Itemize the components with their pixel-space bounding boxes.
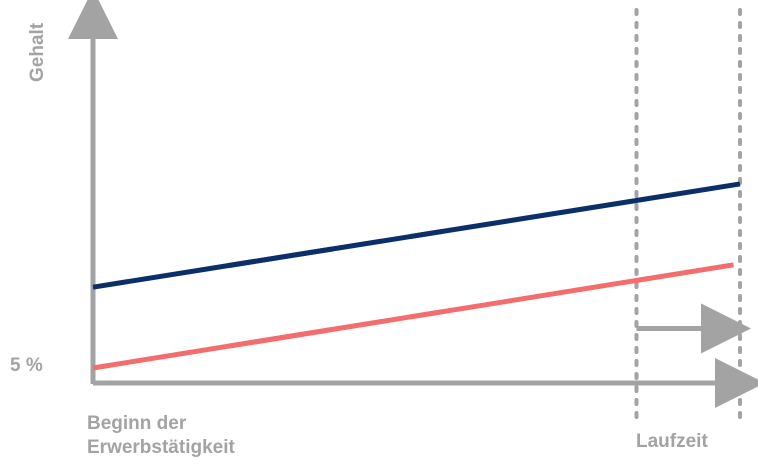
y-tick-label: 5 % [10,355,43,376]
x-start-label-line-2: Erwerbstätigkeit [87,437,235,458]
series-2-segment-3 [409,262,734,320]
series-1-segment-2 [228,228,443,268]
x-start-label: Beginn der Erwerbstätigkeit [87,412,235,460]
series-2-segment-2 [228,309,443,349]
y-axis-label: Gehalt [27,22,48,82]
series-1-segment-3 [409,181,741,240]
markers [634,8,751,420]
x-axis-label: Laufzeit [636,431,708,452]
series [92,181,741,371]
x-start-label-line-1: Beginn der [87,413,187,434]
axes [68,0,758,408]
